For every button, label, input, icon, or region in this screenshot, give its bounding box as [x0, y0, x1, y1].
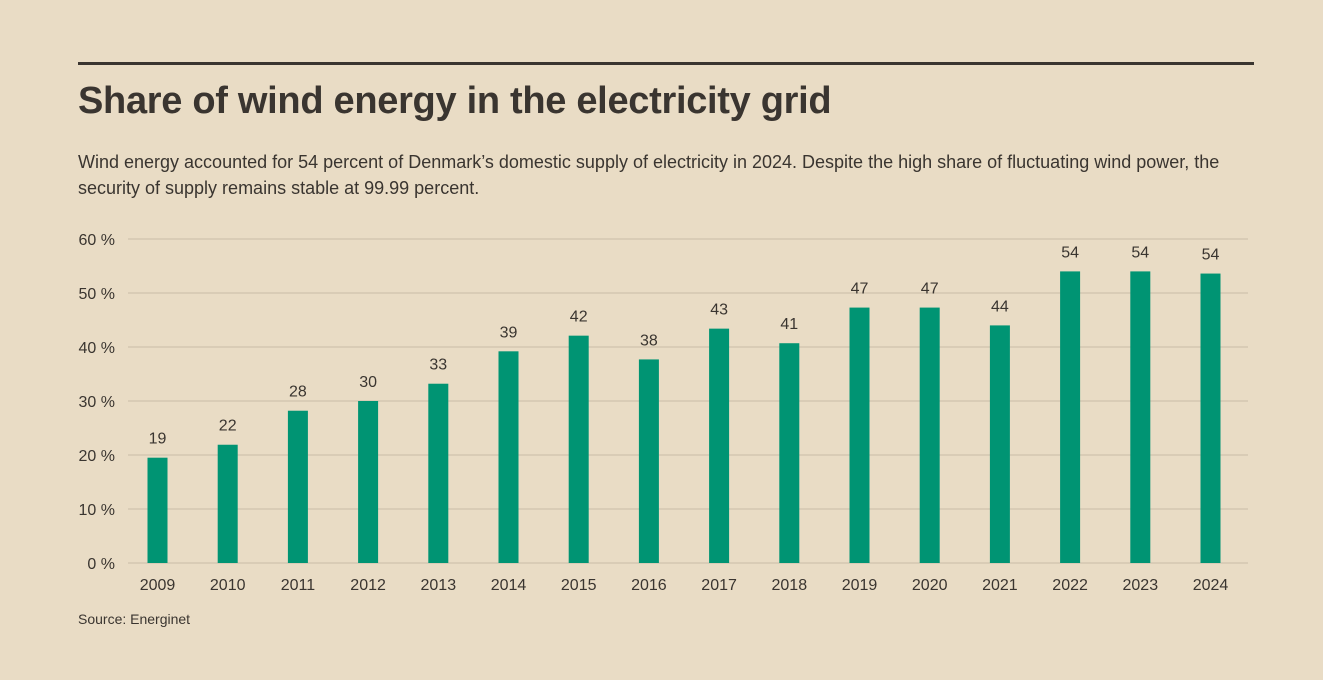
x-tick-label: 2010 [210, 577, 246, 594]
data-label: 54 [1131, 244, 1149, 261]
bar [428, 383, 449, 563]
x-tick-label: 2012 [350, 577, 386, 594]
data-label: 54 [1061, 244, 1079, 261]
bar [989, 325, 1010, 563]
bar [779, 343, 800, 563]
bar [498, 351, 519, 563]
bars [147, 271, 1221, 563]
x-axis-tick-labels: 2009 2010 2011 2012 2013 2014 2015 2016 2017 2018… [140, 577, 1229, 594]
bar [217, 444, 238, 563]
source-note: Source: Energinet [78, 611, 191, 627]
y-tick-label: 20 % [79, 448, 115, 465]
x-tick-label: 2014 [491, 577, 527, 594]
data-label: 54 [1202, 247, 1220, 264]
bar [568, 335, 589, 563]
y-tick-label: 10 % [79, 502, 115, 519]
x-tick-label: 2013 [421, 577, 457, 594]
data-label: 33 [429, 357, 447, 374]
x-tick-label: 2024 [1193, 577, 1229, 594]
bar [1060, 271, 1081, 563]
x-tick-label: 2022 [1052, 577, 1088, 594]
x-tick-label: 2009 [140, 577, 176, 594]
data-label: 41 [780, 316, 798, 333]
data-label: 30 [359, 374, 377, 391]
x-tick-label: 2020 [912, 577, 948, 594]
x-tick-label: 2011 [281, 577, 316, 594]
bar [638, 359, 659, 563]
x-tick-label: 2017 [701, 577, 737, 594]
bar [849, 307, 870, 563]
bar [1130, 271, 1151, 563]
data-label: 42 [570, 309, 588, 326]
data-label: 38 [640, 332, 658, 349]
top-rule [78, 62, 1254, 65]
y-axis-tick-labels: 0 % 10 % 20 % 30 % 40 % 50 % 60 % [79, 232, 115, 573]
bar [1200, 273, 1221, 563]
bar [358, 401, 379, 563]
y-tick-label: 60 % [79, 232, 115, 249]
x-tick-label: 2018 [772, 577, 808, 594]
bar [287, 410, 308, 563]
chart-title: Share of wind energy in the electricity … [78, 80, 832, 122]
data-label: 43 [710, 302, 728, 319]
y-tick-label: 50 % [79, 286, 115, 303]
x-tick-label: 2016 [631, 577, 667, 594]
bar [147, 457, 168, 563]
data-label: 44 [991, 298, 1009, 315]
chart-subtitle: Wind energy accounted for 54 percent of … [78, 152, 1220, 198]
data-label: 19 [149, 431, 167, 448]
y-tick-label: 40 % [79, 340, 115, 357]
y-tick-label: 0 % [87, 556, 115, 573]
x-tick-label: 2021 [982, 577, 1018, 594]
data-label: 22 [219, 418, 237, 435]
x-tick-label: 2015 [561, 577, 597, 594]
bar [709, 328, 730, 563]
y-tick-label: 30 % [79, 394, 115, 411]
data-label: 28 [289, 384, 307, 401]
data-label: 47 [921, 281, 939, 298]
data-labels: 19 22 28 30 33 39 42 38 43 41 47 47 44 54 54 54 [149, 244, 1220, 447]
data-label: 47 [851, 281, 869, 298]
data-label: 39 [500, 324, 518, 341]
x-tick-label: 2023 [1123, 577, 1159, 594]
bar [919, 307, 940, 563]
bar-chart: 0 % 10 % 20 % 30 % 40 % 50 % 60 % 19 22 28 30 33 39… [79, 232, 1248, 594]
x-tick-label: 2019 [842, 577, 878, 594]
